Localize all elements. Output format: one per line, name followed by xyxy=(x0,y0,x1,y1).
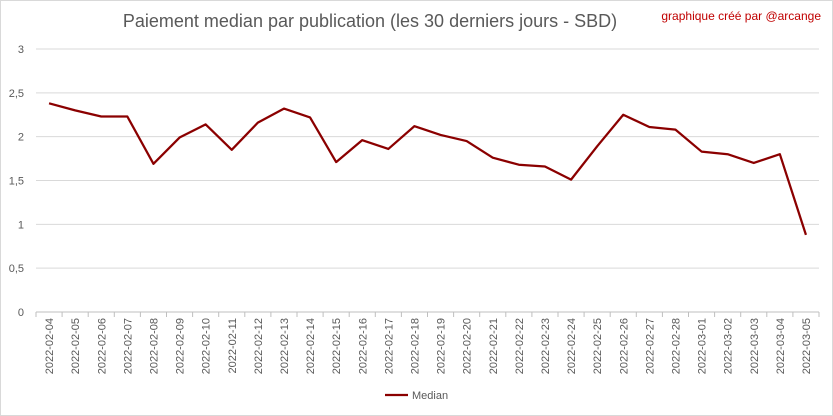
x-tick-label: 2022-02-16 xyxy=(357,318,369,374)
x-tick-label: 2022-03-01 xyxy=(697,318,709,374)
x-tick-label: 2022-02-12 xyxy=(253,318,265,374)
x-tick-label: 2022-02-07 xyxy=(122,318,134,374)
y-tick-label: 0,5 xyxy=(9,263,24,275)
legend: Median xyxy=(385,390,448,402)
y-axis-ticks: 0 0,5 1 1,5 2 2,5 3 xyxy=(9,44,24,319)
x-tick-label: 2022-02-24 xyxy=(566,318,578,374)
x-tick-label: 2022-02-15 xyxy=(331,318,343,374)
y-tick-label: 1 xyxy=(18,219,24,231)
chart-credit: graphique créé par @arcange xyxy=(661,9,821,23)
x-tick-label: 2022-02-22 xyxy=(514,318,526,374)
y-tick-label: 3 xyxy=(18,44,24,56)
x-axis-ticks: 2022-02-04 2022-02-05 2022-02-06 2022-02-07… xyxy=(44,318,813,374)
x-tick-label: 2022-02-26 xyxy=(618,318,630,374)
x-tick-label: 2022-02-11 xyxy=(227,318,239,373)
x-tick-label: 2022-03-05 xyxy=(801,318,813,374)
x-tick-label: 2022-03-04 xyxy=(775,318,787,374)
x-tick-label: 2022-02-19 xyxy=(436,318,448,374)
x-tick-label: 2022-02-09 xyxy=(175,318,187,374)
x-tick-label: 2022-02-13 xyxy=(279,318,291,374)
x-tick-label: 2022-02-27 xyxy=(644,318,656,374)
x-tick-label: 2022-02-23 xyxy=(540,318,552,374)
x-tick-label: 2022-02-04 xyxy=(44,318,56,374)
chart-title: Paiement median par publication (les 30 … xyxy=(122,11,618,31)
x-tick-label: 2022-02-20 xyxy=(462,318,474,374)
y-tick-label: 2 xyxy=(18,132,24,144)
x-tick-label: 2022-02-05 xyxy=(70,318,82,374)
x-axis xyxy=(35,311,820,317)
y-tick-label: 1,5 xyxy=(9,176,24,188)
series-line-median xyxy=(48,102,808,236)
gridlines xyxy=(36,48,819,269)
x-tick-label: 2022-03-02 xyxy=(723,318,735,374)
x-tick-label: 2022-02-21 xyxy=(488,318,500,374)
x-tick-label: 2022-02-06 xyxy=(96,318,108,374)
x-tick-label: 2022-02-28 xyxy=(670,318,682,374)
x-tick-label: 2022-02-08 xyxy=(148,318,160,374)
x-tick-label: 2022-02-18 xyxy=(409,318,421,374)
y-tick-label: 0 xyxy=(18,307,24,319)
x-tick-label: 2022-02-10 xyxy=(201,318,213,374)
legend-label: Median xyxy=(412,390,448,402)
x-tick-label: 2022-02-14 xyxy=(305,318,317,374)
y-tick-label: 2,5 xyxy=(9,88,24,100)
series-group xyxy=(48,102,808,236)
x-tick-label: 2022-03-03 xyxy=(749,318,761,374)
x-tick-label: 2022-02-25 xyxy=(592,318,604,374)
x-tick-label: 2022-02-17 xyxy=(383,318,395,374)
